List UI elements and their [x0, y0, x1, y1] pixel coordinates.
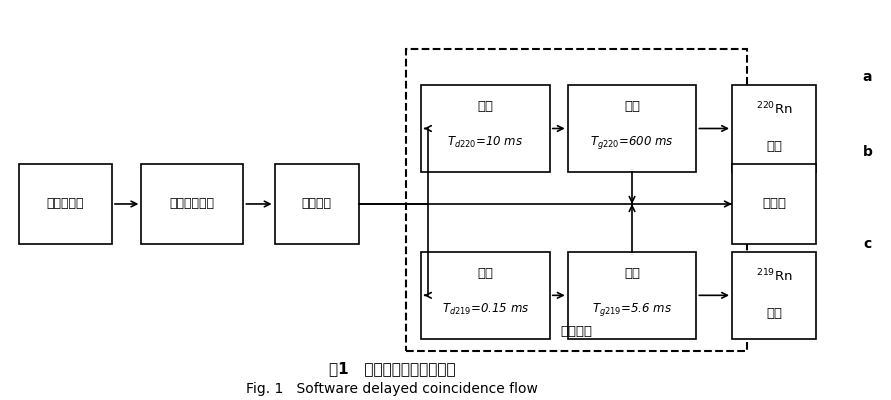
Text: $T_{d219}$=0.15 ms: $T_{d219}$=0.15 ms — [442, 302, 529, 317]
Text: 总计数: 总计数 — [762, 198, 786, 210]
Text: 开门: 开门 — [624, 100, 640, 113]
Bar — [142, 164, 243, 244]
Text: 软件实现: 软件实现 — [560, 324, 593, 338]
Text: 计数: 计数 — [766, 307, 782, 320]
Text: 图1   软件延迟符合法原理图: 图1 软件延迟符合法原理图 — [329, 361, 455, 376]
Text: $^{220}$Rn: $^{220}$Rn — [756, 101, 792, 118]
Bar — [421, 252, 550, 339]
Bar — [732, 85, 816, 172]
Bar — [421, 85, 550, 172]
Text: b: b — [862, 145, 872, 159]
Text: $T_{d220}$=10 ms: $T_{d220}$=10 ms — [447, 135, 524, 150]
Text: Fig. 1   Software delayed coincidence flow: Fig. 1 Software delayed coincidence flow — [246, 382, 538, 396]
Text: 延迟: 延迟 — [478, 267, 494, 280]
Text: 开门: 开门 — [624, 267, 640, 280]
Text: $^{219}$Rn: $^{219}$Rn — [756, 268, 792, 284]
Text: 延迟: 延迟 — [478, 100, 494, 113]
Bar — [732, 252, 816, 339]
Bar — [405, 49, 748, 351]
Text: a: a — [862, 70, 872, 84]
Text: $T_{g220}$=600 ms: $T_{g220}$=600 ms — [590, 134, 674, 151]
Bar — [732, 164, 816, 244]
Text: 脉冲序列: 脉冲序列 — [302, 198, 331, 210]
Text: 核探测系统: 核探测系统 — [46, 198, 84, 210]
Text: c: c — [863, 237, 871, 251]
Text: 放大整形电路: 放大整形电路 — [170, 198, 215, 210]
Text: $T_{g219}$=5.6 ms: $T_{g219}$=5.6 ms — [592, 301, 672, 318]
Bar — [568, 85, 697, 172]
Bar — [274, 164, 359, 244]
Text: 计数: 计数 — [766, 140, 782, 153]
Bar — [19, 164, 112, 244]
Bar — [568, 252, 697, 339]
